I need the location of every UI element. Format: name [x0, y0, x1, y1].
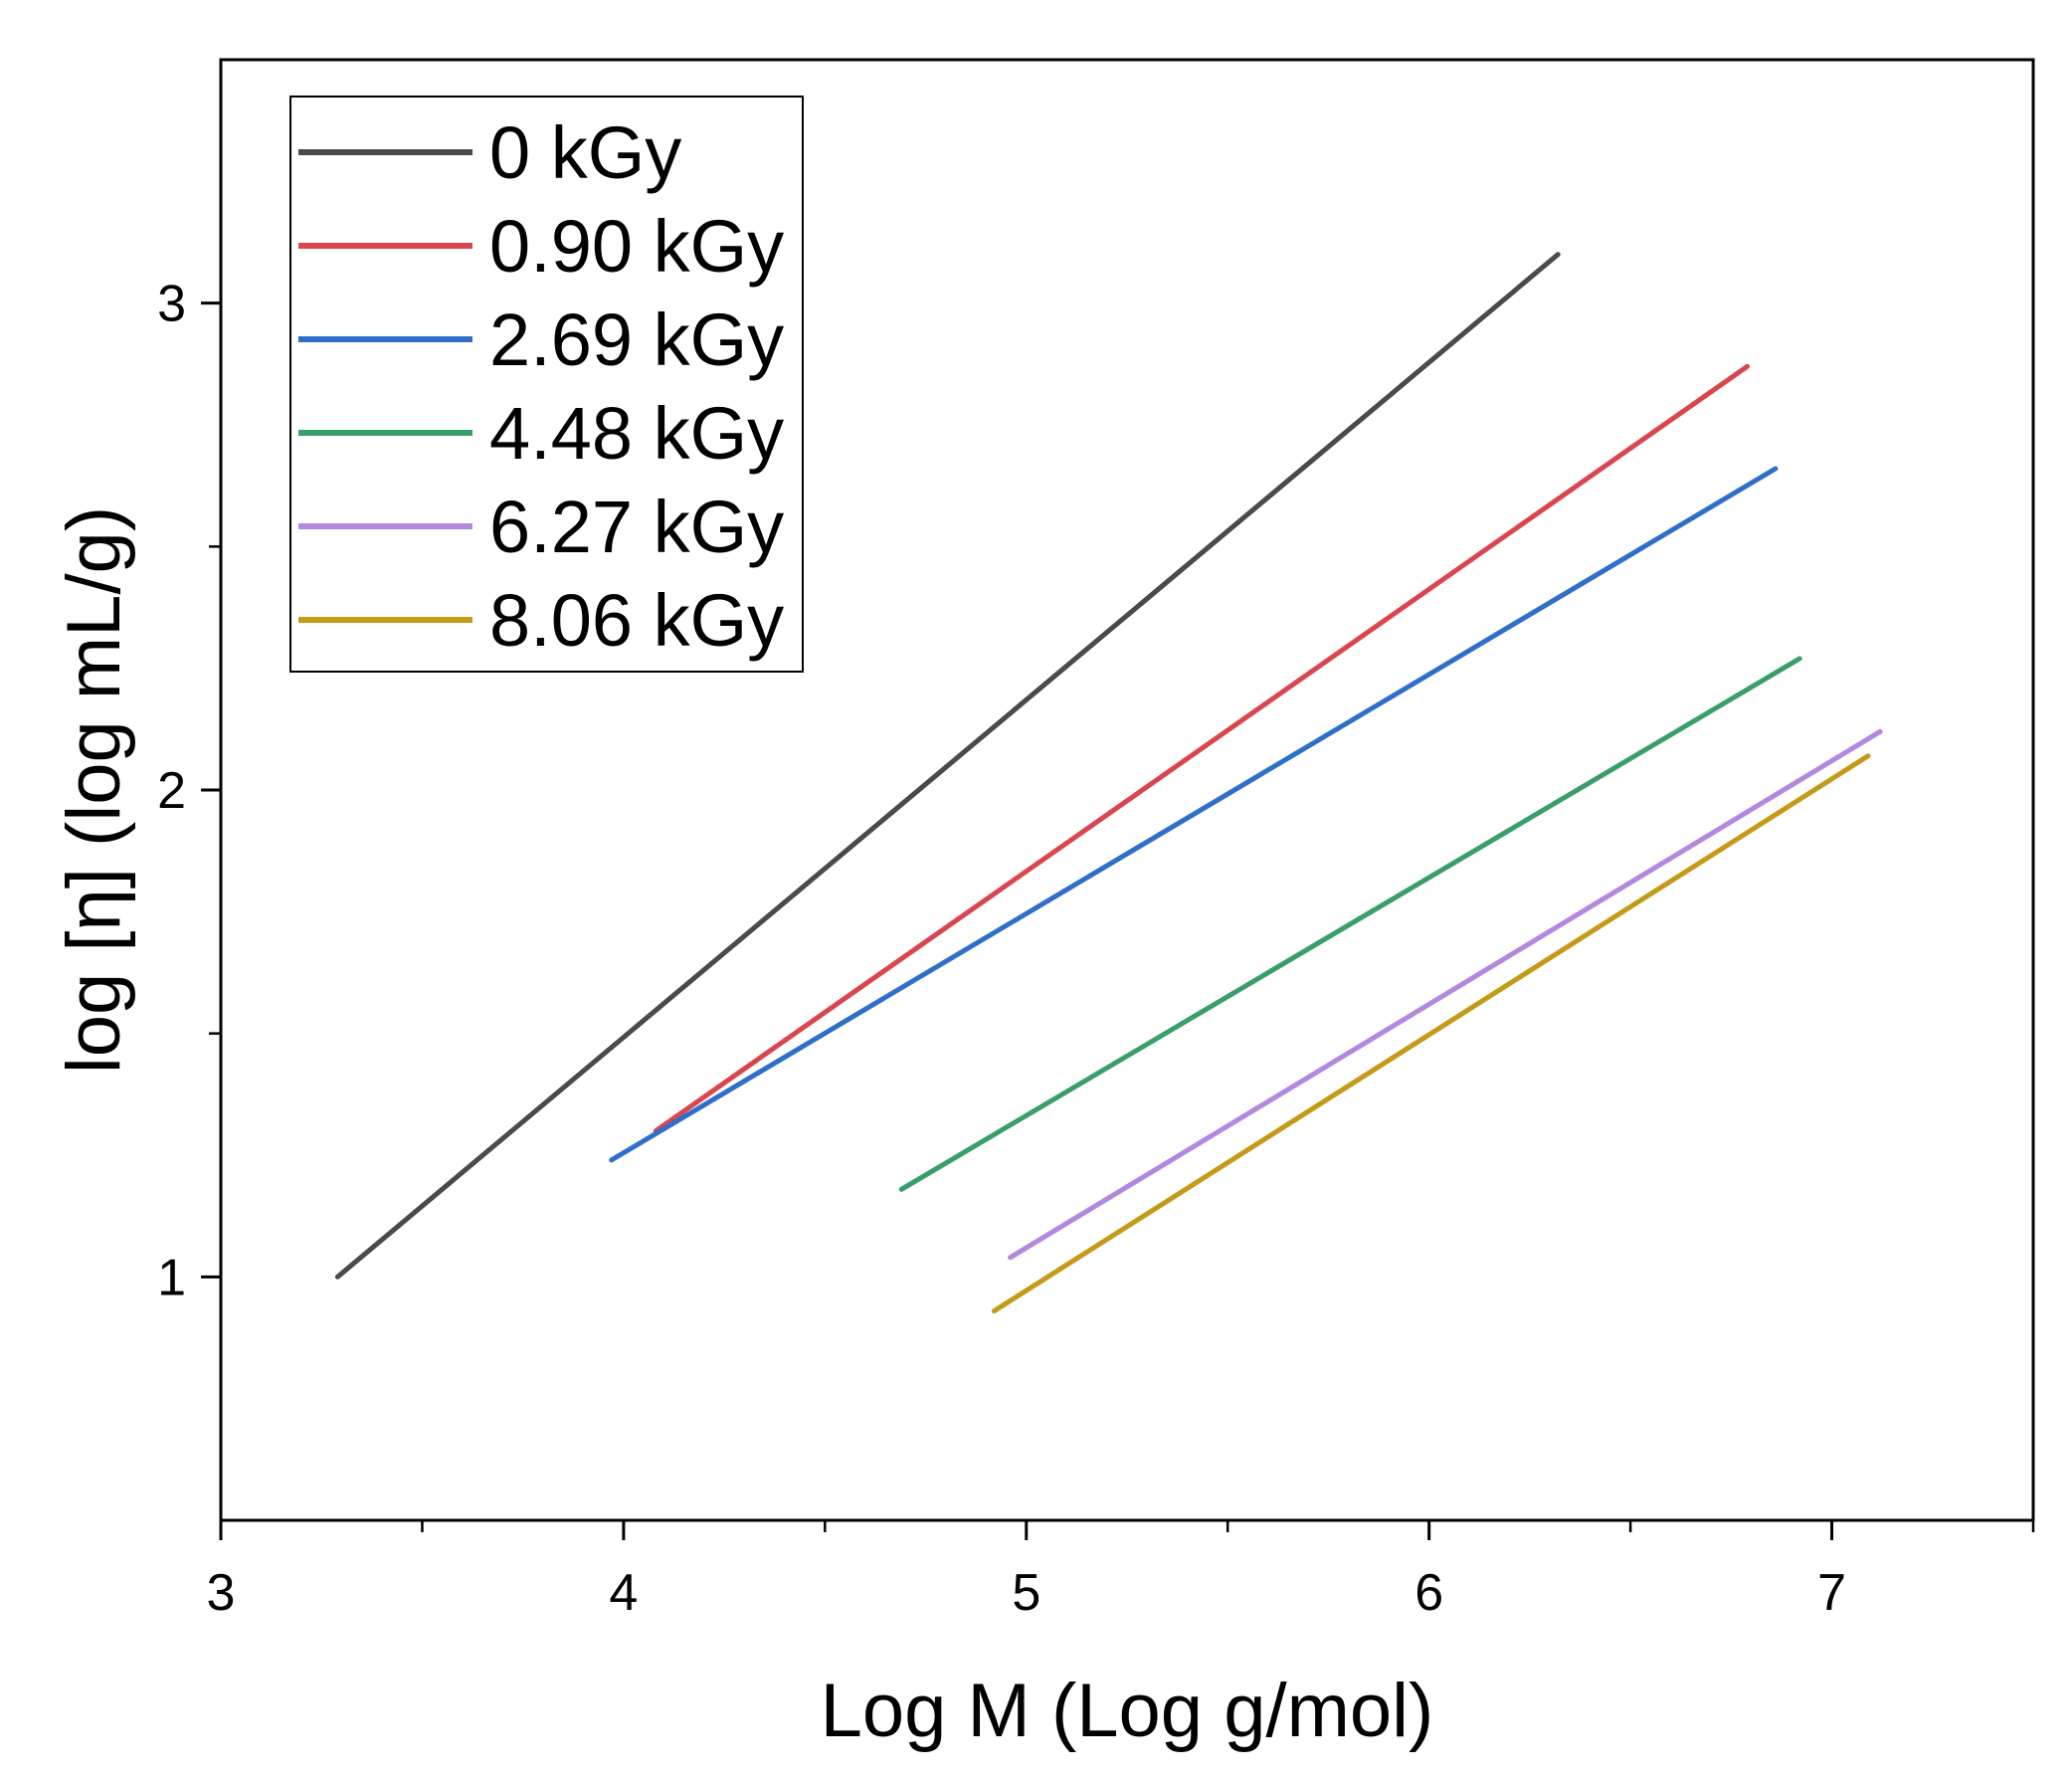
legend-box — [289, 96, 804, 673]
legend-label: 2.69 kGy — [489, 298, 784, 381]
y-axis-title: log [η] (log mL/g) — [52, 506, 136, 1074]
series-line-0 — [334, 252, 1561, 1280]
series-line-4 — [1008, 728, 1883, 1261]
axis-layer: 3 4 5 6 7 1 2 3 — [157, 276, 2035, 1622]
x-tick-label: 5 — [1012, 1564, 1040, 1622]
x-tick-label: 6 — [1414, 1564, 1443, 1622]
series-line-1 — [653, 363, 1750, 1133]
legend-label: 6.27 kGy — [489, 486, 784, 568]
y-tick-label: 2 — [157, 762, 186, 820]
legend: 0 kGy 0.90 kGy 2.69 kGy 4.48 kGy 6.27 kGy 8.0… — [289, 96, 804, 673]
legend-label: 4.48 kGy — [489, 392, 784, 475]
legend-label: 0 kGy — [489, 111, 681, 194]
x-tick-label: 3 — [207, 1564, 236, 1622]
y-tick-label: 1 — [157, 1249, 186, 1306]
series-line-3 — [898, 656, 1802, 1192]
series-layer — [334, 252, 1883, 1314]
legend-label: 8.06 kGy — [489, 579, 784, 662]
x-axis-title: Log M (Log g/mol) — [821, 1669, 1434, 1753]
y-tick-label: 3 — [157, 276, 186, 333]
x-tick-label: 4 — [609, 1564, 638, 1622]
legend-label: 0.90 kGy — [489, 205, 784, 288]
series-line-5 — [991, 753, 1871, 1314]
legend-items: 0 kGy 0.90 kGy 2.69 kGy 4.48 kGy 6.27 kGy 8.0… — [298, 111, 784, 662]
x-tick-label: 7 — [1817, 1564, 1846, 1622]
series-line-2 — [609, 466, 1779, 1163]
